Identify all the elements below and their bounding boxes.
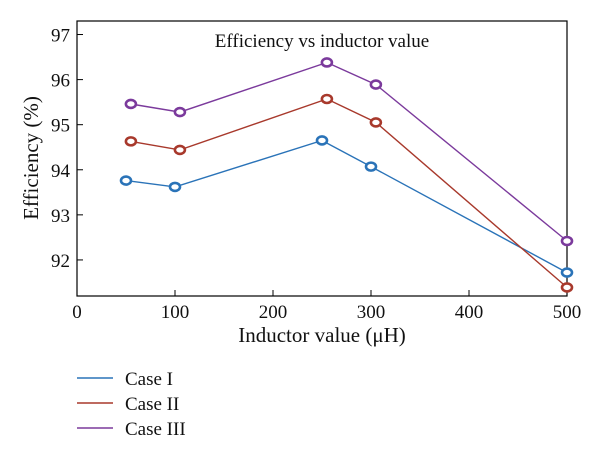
data-point-case-1: [364, 161, 378, 172]
y-tick-label: 92: [51, 251, 70, 272]
legend-label: Case I: [125, 369, 173, 390]
x-tick-label: 400: [455, 302, 484, 323]
data-point-case-1: [119, 175, 133, 186]
x-tick-label: 300: [357, 302, 386, 323]
data-point-case-3: [124, 98, 138, 110]
chart-title: Efficiency vs inductor value: [215, 31, 429, 52]
x-tick-label: 0: [72, 302, 82, 323]
y-tick-label: 96: [51, 71, 70, 92]
data-point-case-2: [320, 93, 334, 105]
data-point-case-2: [124, 136, 138, 147]
y-tick-label: 94: [51, 161, 71, 182]
series-layer: [119, 57, 574, 293]
x-axis-ticks: 0 100 200 300 400 500: [72, 290, 581, 323]
data-point-case-2: [173, 144, 187, 156]
y-tick-label: 97: [51, 26, 70, 47]
y-tick-label: 93: [51, 206, 70, 227]
x-tick-label: 100: [161, 302, 190, 323]
data-point-case-1: [315, 135, 329, 146]
series-line-case-3: [130, 61, 568, 242]
legend-label: Case III: [125, 419, 186, 440]
y-tick-label: 95: [51, 116, 70, 137]
y-axis-label: Efficiency (%): [19, 96, 43, 220]
legend: Case I Case II Case III: [77, 369, 186, 440]
data-point-case-3: [320, 57, 334, 68]
x-axis-label: Inductor value (μH): [238, 323, 406, 347]
x-tick-label: 500: [553, 302, 582, 323]
plot-area: [76, 20, 568, 297]
data-point-case-1: [168, 181, 182, 193]
data-point-case-2: [369, 117, 383, 128]
series-line-case-2: [130, 98, 568, 288]
legend-label: Case II: [125, 394, 179, 415]
data-point-case-1: [560, 267, 574, 278]
data-point-case-3: [560, 235, 574, 247]
x-tick-label: 200: [259, 302, 288, 323]
y-axis-ticks: 92 93 94 95 96 97: [51, 26, 83, 272]
data-point-case-3: [173, 106, 187, 118]
data-point-case-3: [369, 79, 383, 90]
data-point-case-2: [560, 282, 574, 293]
series-line-case-1: [125, 139, 568, 274]
